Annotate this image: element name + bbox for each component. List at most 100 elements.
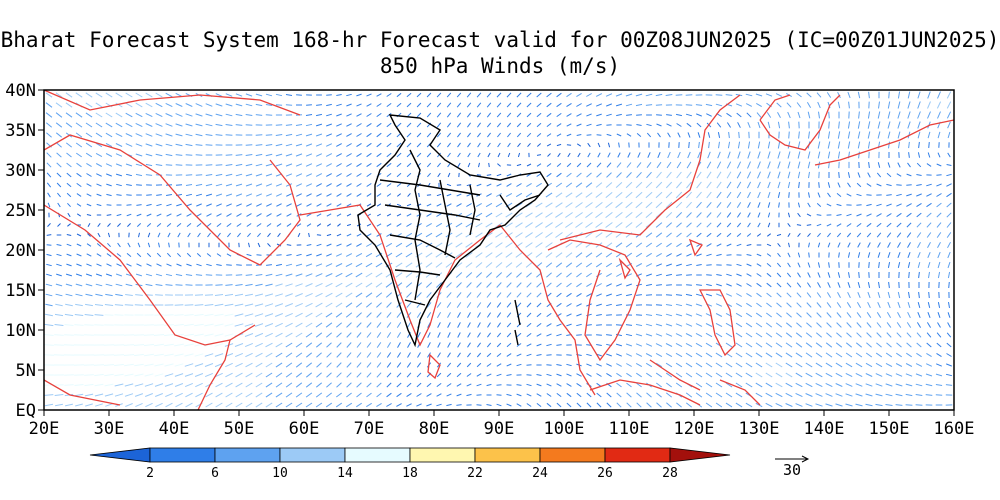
wind-vector [795, 382, 803, 388]
wind-vector [506, 112, 512, 118]
wind-vector [186, 252, 192, 258]
wind-vector [818, 182, 820, 188]
wind-vector [685, 303, 693, 307]
wind-vector [726, 264, 732, 266]
wind-vector [906, 203, 912, 207]
wind-vector [265, 362, 273, 368]
wind-vector [447, 172, 451, 178]
wind-vector [275, 392, 283, 398]
wind-vector [846, 312, 852, 318]
wind-vector [877, 301, 881, 309]
wind-vector [185, 154, 193, 156]
wind-vector [145, 163, 153, 167]
wind-vector [186, 263, 192, 267]
wind-vector [586, 313, 592, 317]
wind-vector [845, 393, 853, 397]
wind-vector [676, 123, 682, 127]
wind-vector [727, 151, 731, 159]
wind-vector [46, 244, 52, 246]
wind-vector [117, 223, 121, 227]
wind-vector [366, 332, 372, 338]
wind-vector [485, 222, 493, 228]
wind-vector [476, 292, 482, 298]
wind-vector [224, 303, 234, 307]
lon-tick-label: 40E [159, 419, 190, 439]
wind-vector [436, 112, 442, 118]
wind-vector [776, 233, 782, 237]
wind-vector [946, 111, 952, 119]
wind-vector [336, 163, 342, 167]
wind-vector [476, 282, 482, 288]
wind-vector [305, 173, 313, 177]
wind-vector [925, 383, 933, 387]
wind-vector [366, 132, 372, 138]
wind-vector [616, 304, 622, 306]
wind-vector [476, 342, 482, 348]
wind-vector [305, 163, 313, 167]
wind-vector [144, 353, 154, 357]
wind-vector [456, 282, 462, 288]
wind-vector [705, 342, 713, 348]
wind-vector [275, 322, 283, 328]
wind-vector [837, 91, 841, 99]
wind-vector [726, 222, 732, 228]
wind-vector [105, 293, 113, 297]
wind-vector [905, 383, 913, 387]
wind-vector [546, 163, 552, 167]
wind-vector [45, 112, 53, 118]
wind-vector [716, 293, 722, 297]
wind-vector [275, 313, 283, 317]
wind-vector [415, 232, 423, 238]
wind-vector [315, 273, 323, 277]
wind-vector [635, 103, 643, 107]
wind-vector [757, 202, 761, 208]
wind-vector [326, 243, 332, 247]
wind-vector [515, 202, 523, 208]
wind-vector [254, 293, 264, 297]
wind-vector [837, 151, 841, 159]
wind-vector [165, 133, 173, 137]
wind-vector [886, 213, 892, 217]
wind-vector [536, 163, 542, 167]
wind-vector [245, 193, 253, 197]
wind-vector [296, 253, 302, 257]
wind-vector [215, 103, 223, 107]
wind-vector [225, 392, 233, 398]
wind-vector [356, 233, 362, 237]
wind-vector [947, 271, 951, 279]
wind-vector [467, 312, 471, 318]
wind-vector [866, 194, 872, 196]
wind-vector [886, 322, 892, 328]
wind-vector [416, 102, 422, 108]
wind-vector [825, 393, 833, 397]
wind-vector [306, 244, 312, 246]
wind-vector [346, 352, 352, 358]
wind-vector [275, 93, 283, 97]
wind-vector [696, 191, 702, 199]
wind-vector [124, 393, 134, 397]
wind-vector [516, 112, 522, 118]
wind-vector [386, 213, 392, 217]
wind-vector [546, 312, 552, 318]
wind-vector [216, 223, 222, 227]
wind-vector [665, 94, 673, 96]
wind-vector [386, 162, 392, 168]
wind-vector [154, 363, 164, 367]
wind-vector [838, 172, 840, 178]
wind-vector [616, 353, 622, 357]
wind-vector [846, 332, 852, 338]
wind-vector [356, 243, 362, 247]
wind-vector [846, 193, 852, 197]
wind-vector [365, 262, 373, 268]
wind-vector [616, 133, 622, 137]
wind-vector [675, 294, 683, 296]
wind-vector [396, 203, 402, 207]
wind-vector [555, 182, 563, 188]
wind-vector [596, 283, 602, 287]
wind-vector [326, 94, 332, 96]
wind-vector [718, 141, 720, 149]
wind-vector [896, 173, 902, 177]
wind-vector [795, 392, 803, 398]
wind-vector [747, 151, 751, 159]
wind-vector [145, 393, 153, 397]
